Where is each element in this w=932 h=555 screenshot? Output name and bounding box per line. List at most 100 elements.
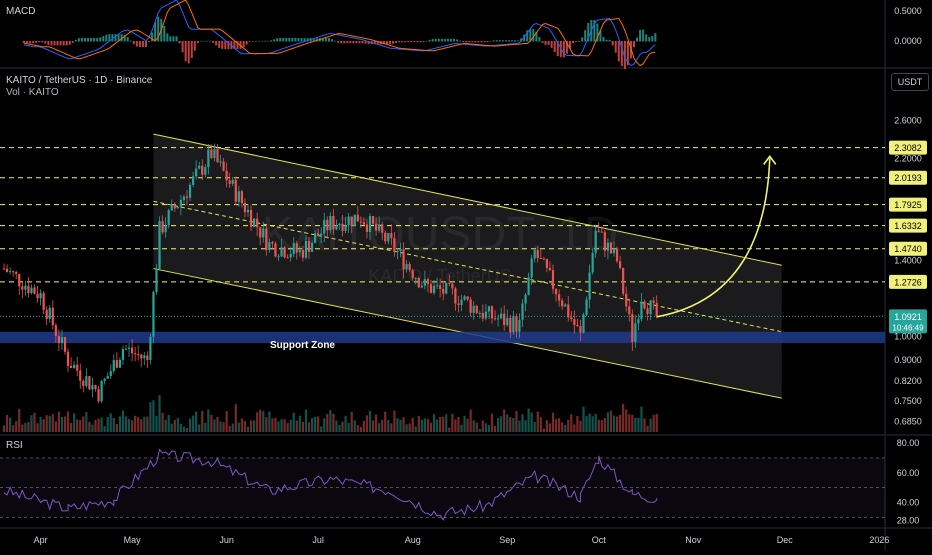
support-zone[interactable]: [0, 331, 885, 344]
volume-bar: [652, 414, 655, 432]
candle-body: [134, 353, 137, 355]
channel-upper-line: [153, 133, 782, 266]
candle-body: [164, 225, 167, 233]
candle-body: [100, 380, 103, 402]
symbol-title[interactable]: KAITO / TetherUS · 1D · Binance: [6, 75, 153, 86]
time-tick: 2026: [869, 535, 889, 545]
volume-bar: [88, 421, 91, 432]
volume-bar: [567, 419, 570, 432]
volume-bar: [384, 411, 387, 432]
volume-bar: [210, 414, 213, 432]
macd-histogram-bar: [303, 38, 306, 42]
descending-channel[interactable]: [153, 133, 782, 399]
macd-histogram-bar: [257, 40, 260, 42]
volume-bar: [576, 415, 579, 432]
macd-histogram-bar: [111, 34, 114, 42]
volume-bar: [60, 416, 64, 432]
candle-body: [210, 149, 213, 158]
macd-histogram-bar: [642, 29, 645, 42]
macd-histogram-bar: [568, 41, 571, 49]
candle-body: [66, 351, 70, 366]
level-label: 1.6332: [894, 221, 922, 231]
current-price-tag: [889, 309, 927, 334]
volume-bar: [54, 421, 57, 432]
volume-bar: [448, 427, 451, 432]
macd-histogram-bar: [291, 37, 294, 42]
macd-histogram-bar: [443, 38, 446, 42]
price-axis[interactable]: 2.6000 2.2000 1.4000 1.0000 0.9000 0.8200 0.75…: [894, 116, 922, 427]
macd-histogram-bar: [190, 41, 193, 59]
candle-body: [109, 371, 112, 377]
macd-histogram-bar: [328, 38, 330, 42]
candle-body: [103, 378, 106, 381]
macd-histogram-bar: [620, 41, 623, 67]
candle-body: [368, 216, 372, 232]
volume-bar: [173, 419, 176, 432]
macd-histogram-bar: [236, 41, 239, 49]
macd-histogram-bar: [385, 41, 388, 45]
candle-body: [414, 277, 417, 279]
time-tick: Dec: [777, 535, 794, 545]
volume-bar: [152, 400, 155, 432]
rsi-label: RSI: [6, 440, 23, 451]
macd-histogram-bar: [285, 37, 288, 42]
macd-histogram-bar: [608, 39, 611, 42]
volume-bar: [426, 418, 430, 432]
candle-body: [451, 283, 454, 289]
macd-histogram-bar: [157, 16, 160, 42]
candle-body: [558, 294, 561, 301]
volume-bar: [2, 425, 6, 432]
candle-body: [33, 287, 36, 294]
level-tag: [889, 241, 927, 256]
candle-body: [170, 204, 173, 211]
macd-histogram-bar: [544, 41, 547, 45]
macd-histogram-bar: [392, 41, 395, 44]
macd-histogram-bar: [376, 41, 379, 45]
macd-histogram-bar: [267, 40, 269, 42]
macd-histogram-bar: [175, 36, 178, 42]
volume-bar: [609, 410, 613, 432]
macd-tick: 0.0000: [894, 36, 922, 46]
time-tick: Jun: [219, 535, 234, 545]
macd-histogram-bar: [239, 41, 242, 49]
volume-bar: [585, 416, 588, 432]
volume-bar: [109, 413, 112, 432]
macd-histogram-bar: [450, 38, 452, 42]
macd-histogram-bar: [382, 41, 385, 45]
macd-histogram-bar: [53, 41, 56, 46]
level-tag: [889, 218, 927, 233]
time-axis[interactable]: Apr May Jun Jul Aug Sep Oct Nov Dec 2026: [34, 535, 890, 545]
macd-histogram-bar: [565, 41, 568, 54]
volume-bar: [588, 413, 591, 432]
volume-bar: [463, 415, 466, 432]
volume-bar: [646, 425, 649, 432]
currency-unit-button[interactable]: USDT: [891, 73, 929, 91]
candle-body: [396, 251, 399, 253]
candle-body: [240, 191, 243, 203]
macd-histogram-bar: [526, 30, 529, 42]
candle-body: [198, 165, 201, 169]
macd-histogram-bar: [99, 37, 102, 42]
volume-bar: [48, 415, 51, 432]
macd-histogram-bar: [651, 36, 654, 42]
volume-bar: [277, 421, 280, 432]
volume-bar: [231, 423, 234, 432]
candle-body: [460, 299, 463, 305]
macd-histogram-bar: [227, 41, 230, 49]
volume-bar: [323, 418, 326, 432]
projection-arrow[interactable]: [656, 155, 777, 318]
time-tick: Aug: [405, 535, 421, 545]
macd-histogram-bar: [483, 41, 486, 43]
candle-body: [542, 258, 545, 260]
volume-bar: [442, 416, 445, 432]
candle-body: [2, 268, 6, 270]
candle-body: [420, 285, 423, 288]
volume-bar: [454, 419, 457, 432]
horizontal-levels[interactable]: 2.3082 2.0193 1.7925 1.6332 1.4740 1.2726 1.09…: [0, 140, 927, 334]
macd-histogram-bar: [626, 41, 629, 66]
macd-histogram-bar: [639, 29, 642, 42]
volume-bar: [524, 420, 527, 432]
candle-body: [283, 247, 286, 258]
